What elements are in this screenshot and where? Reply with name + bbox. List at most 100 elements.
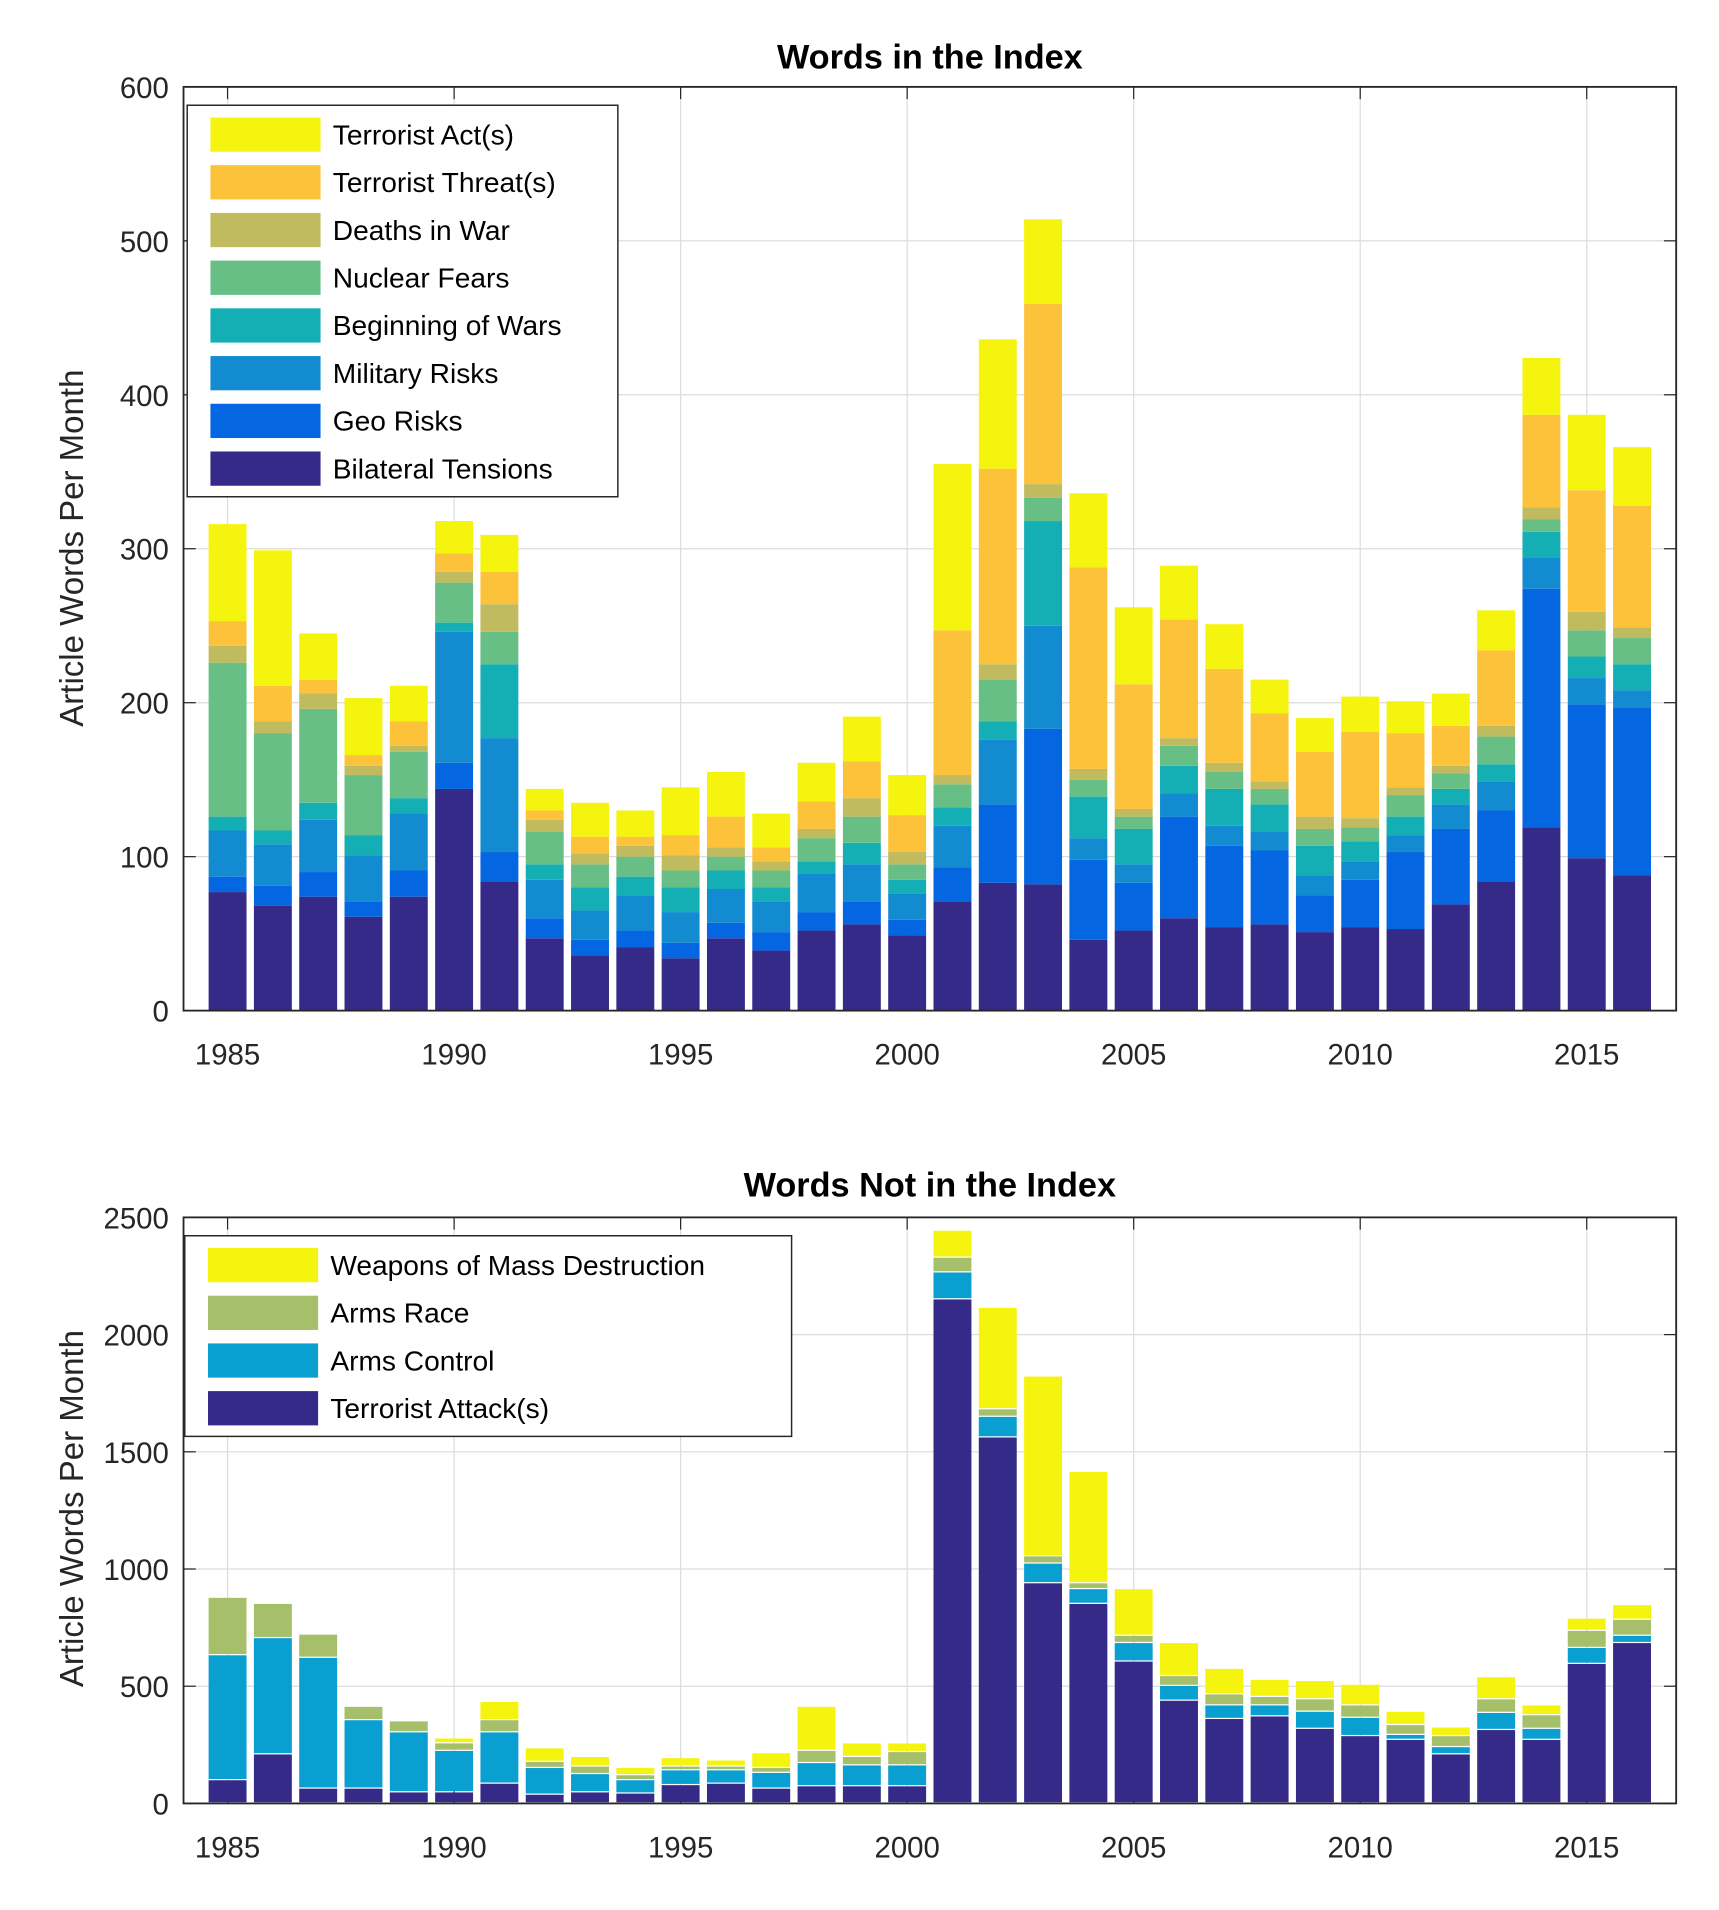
x-tick-label: 1995 — [648, 1831, 713, 1864]
bar-segment-beginning-of-wars-1998 — [797, 861, 836, 874]
bar-segment-arms-race-1992 — [525, 1761, 564, 1767]
bar-segment-deaths-in-war-1995 — [661, 855, 700, 871]
bar-segment-deaths-in-war-2007 — [1205, 762, 1244, 772]
x-tick-label: 2005 — [1101, 1831, 1166, 1864]
bar-segment-arms-race-1999 — [842, 1757, 881, 1765]
bar-segment-military-risks-2005 — [1114, 864, 1153, 883]
bar-segment-nuclear-fears-1987 — [299, 708, 338, 803]
bar-segment-terrorist-threat-s-2009 — [1295, 751, 1334, 817]
y-tick-label: 500 — [120, 1671, 169, 1704]
bar-segment-military-risks-1993 — [571, 910, 609, 940]
bar-segment-bilateral-tensions-2007 — [1205, 927, 1244, 1011]
bar-segment-deaths-in-war-1999 — [842, 798, 881, 817]
bar-segment-terrorist-attack-s-2012 — [1431, 1754, 1470, 1803]
bar-segment-nuclear-fears-1995 — [661, 870, 700, 888]
bar-segment-terrorist-attack-s-1996 — [706, 1783, 745, 1803]
bar-segment-military-risks-2001 — [933, 825, 972, 868]
bar-segment-beginning-of-wars-1986 — [253, 830, 292, 845]
y-tick-label: 1000 — [104, 1554, 169, 1587]
bar-segment-arms-race-1994 — [616, 1775, 655, 1780]
bar-segment-weapons-of-mass-destruction-1990 — [435, 1738, 474, 1743]
bar-segment-geo-risks-2002 — [978, 804, 1017, 883]
bar-segment-weapons-of-mass-destruction-2006 — [1160, 1643, 1198, 1675]
bar-segment-beginning-of-wars-2015 — [1567, 656, 1606, 679]
bar-segment-nuclear-fears-2012 — [1431, 773, 1470, 789]
bar-segment-arms-race-2003 — [1024, 1556, 1063, 1563]
bar-segment-weapons-of-mass-destruction-2013 — [1477, 1677, 1516, 1699]
bar-segment-arms-race-1991 — [480, 1720, 519, 1732]
x-tick-label: 1985 — [195, 1831, 260, 1864]
bar-segment-terrorist-threat-s-2008 — [1250, 713, 1289, 782]
bar-segment-weapons-of-mass-destruction-2005 — [1114, 1589, 1153, 1635]
bar-segment-bilateral-tensions-1985 — [208, 892, 247, 1011]
bar-segment-military-risks-2012 — [1431, 804, 1470, 829]
bar-segment-arms-control-2014 — [1522, 1728, 1561, 1739]
legend-swatch — [207, 1295, 319, 1330]
bar-segment-geo-risks-1989 — [389, 870, 428, 897]
bar-segment-terrorist-threat-s-2016 — [1613, 505, 1652, 628]
bar-segment-bilateral-tensions-1994 — [616, 947, 655, 1011]
bar-segment-beginning-of-wars-2009 — [1295, 845, 1334, 876]
bar-segment-terrorist-attack-s-1987 — [299, 1788, 338, 1803]
bar-segment-nuclear-fears-1992 — [525, 832, 564, 865]
bar-segment-terrorist-act-s-1998 — [797, 762, 836, 802]
bar-segment-terrorist-attack-s-2005 — [1114, 1661, 1153, 1803]
bar-segment-terrorist-attack-s-2009 — [1295, 1728, 1334, 1803]
bar-segment-terrorist-attack-s-1991 — [480, 1783, 519, 1803]
bar-segment-terrorist-act-s-1994 — [616, 810, 655, 837]
bar-segment-arms-control-1997 — [752, 1772, 791, 1788]
bar-segment-nuclear-fears-2016 — [1613, 638, 1652, 665]
bar-segment-terrorist-threat-s-1994 — [616, 836, 655, 846]
bar-segment-arms-race-1990 — [435, 1743, 474, 1750]
bar-segment-beginning-of-wars-1992 — [525, 864, 564, 880]
x-tick-label: 2000 — [874, 1831, 939, 1864]
bar-segment-deaths-in-war-2009 — [1295, 816, 1334, 829]
bar-segment-arms-control-2010 — [1341, 1717, 1380, 1735]
x-tick-label: 2015 — [1554, 1831, 1619, 1864]
bar-segment-nuclear-fears-1988 — [344, 775, 383, 836]
bar-segment-bilateral-tensions-2015 — [1567, 858, 1606, 1011]
bar-segment-terrorist-act-s-2001 — [933, 464, 972, 631]
legend-swatch — [207, 1343, 319, 1378]
bar-segment-weapons-of-mass-destruction-2011 — [1386, 1711, 1425, 1724]
bar-segment-weapons-of-mass-destruction-2015 — [1567, 1618, 1606, 1630]
bar-segment-terrorist-attack-s-1993 — [571, 1792, 609, 1803]
bar-segment-terrorist-act-s-2004 — [1069, 493, 1108, 568]
legend-swatch — [210, 260, 321, 295]
bar-segment-arms-control-2000 — [888, 1765, 927, 1786]
y-tick-label: 100 — [120, 842, 169, 875]
bar-segment-nuclear-fears-2003 — [1024, 497, 1063, 522]
bar-segment-geo-risks-1988 — [344, 901, 383, 917]
bar-segment-arms-control-1996 — [706, 1770, 745, 1783]
bar-segment-terrorist-attack-s-2016 — [1613, 1643, 1652, 1803]
bar-segment-weapons-of-mass-destruction-2009 — [1295, 1681, 1334, 1699]
bar-segment-weapons-of-mass-destruction-1999 — [842, 1743, 881, 1756]
bar-segment-geo-risks-1986 — [253, 885, 292, 906]
bar-segment-terrorist-act-s-1985 — [208, 524, 247, 622]
bar-segment-geo-risks-2014 — [1522, 588, 1561, 828]
bar-segment-arms-control-2015 — [1567, 1648, 1606, 1663]
y-axis-label: Article Words Per Month — [53, 370, 90, 727]
legend-swatch — [207, 1247, 319, 1283]
legend-label: Arms Control — [330, 1345, 494, 1376]
bar-segment-arms-race-2012 — [1431, 1736, 1470, 1746]
bar-segment-beginning-of-wars-2012 — [1431, 788, 1470, 805]
bar-segment-arms-control-1991 — [480, 1732, 519, 1783]
bar-segment-terrorist-attack-s-2002 — [978, 1437, 1017, 1803]
bar-segment-bilateral-tensions-1986 — [253, 905, 292, 1011]
legend-label: Deaths in War — [333, 215, 510, 246]
bar-segment-bilateral-tensions-1991 — [480, 881, 519, 1011]
bar-segment-terrorist-act-s-1999 — [842, 716, 881, 762]
bar-segment-terrorist-threat-s-2007 — [1205, 668, 1244, 763]
bar-segment-geo-risks-1998 — [797, 912, 836, 931]
bar-segment-beginning-of-wars-2008 — [1250, 804, 1289, 833]
bar-segment-arms-race-2014 — [1522, 1715, 1561, 1728]
bar-segment-military-risks-1985 — [208, 830, 247, 877]
bar-segment-weapons-of-mass-destruction-2007 — [1205, 1668, 1244, 1694]
bar-segment-nuclear-fears-1997 — [752, 870, 791, 888]
bar-segment-nuclear-fears-2009 — [1295, 828, 1334, 846]
bar-segment-terrorist-threat-s-1990 — [435, 553, 474, 572]
bar-segment-beginning-of-wars-1987 — [299, 802, 338, 820]
bar-segment-terrorist-attack-s-2004 — [1069, 1603, 1108, 1803]
bar-segment-arms-race-2005 — [1114, 1635, 1153, 1642]
